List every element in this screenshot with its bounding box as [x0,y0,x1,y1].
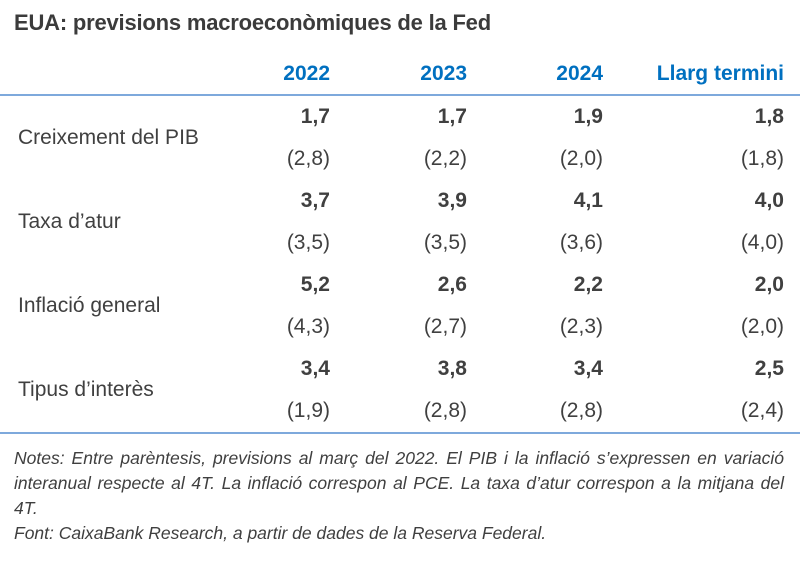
previous-forecast-value: (2,7) [423,315,467,338]
table-row: Taxa d’atur 3,7 (3,5) 3,9 (3,5) 4,1 (3,6) 4,0 (4… [14,180,784,264]
value-cell: 2,6 (2,7) [330,264,467,348]
value-cell: 2,2 (2,3) [467,264,603,348]
notes-text: Notes: Entre parèntesis, previsions al m… [14,448,784,518]
header-divider-line [0,94,800,96]
current-forecast-value: 5,2 [300,273,330,296]
column-header-2024: 2024 [556,62,603,85]
value-cell: 3,9 (3,5) [330,180,467,264]
current-forecast-value: 3,4 [300,357,330,380]
current-forecast-value: 1,7 [437,105,467,128]
value-cell: 3,4 (2,8) [467,348,603,432]
previous-forecast-value: (3,5) [423,231,467,254]
footer-divider-line [0,432,800,434]
table-row: Creixement del PIB 1,7 (2,8) 1,7 (2,2) 1,9 (2,… [14,96,784,180]
previous-forecast-value: (2,0) [559,147,603,170]
previous-forecast-value: (3,6) [559,231,603,254]
row-label: Taxa d’atur [18,210,121,233]
value-cell: 1,7 (2,8) [240,96,330,180]
column-header-2023: 2023 [420,62,467,85]
current-forecast-value: 1,8 [754,105,784,128]
table-header-row: 2022 2023 2024 Llarg termini [14,36,784,94]
current-forecast-value: 4,1 [573,189,603,212]
previous-forecast-value: (2,2) [423,147,467,170]
value-cell: 5,2 (4,3) [240,264,330,348]
current-forecast-value: 2,5 [754,357,784,380]
value-cell: 3,8 (2,8) [330,348,467,432]
value-cell: 2,5 (2,4) [603,348,784,432]
previous-forecast-value: (2,8) [559,399,603,422]
current-forecast-value: 1,7 [300,105,330,128]
value-cell: 1,9 (2,0) [467,96,603,180]
current-forecast-value: 2,6 [437,273,467,296]
current-forecast-value: 2,2 [573,273,603,296]
column-header-2022: 2022 [283,62,330,85]
current-forecast-value: 1,9 [573,105,603,128]
current-forecast-value: 4,0 [754,189,784,212]
table-body: Creixement del PIB 1,7 (2,8) 1,7 (2,2) 1,9 (2,… [14,96,784,432]
value-cell: 3,4 (1,9) [240,348,330,432]
source-text: Font: CaixaBank Research, a partir de da… [14,523,547,543]
row-label: Tipus d’interès [18,378,154,401]
current-forecast-value: 3,7 [300,189,330,212]
previous-forecast-value: (1,8) [740,147,784,170]
previous-forecast-value: (4,0) [740,231,784,254]
figure-title: EUA: previsions macroeconòmiques de la F… [14,10,491,35]
column-header-long-term: Llarg termini [656,62,784,85]
row-label: Inflació general [18,294,161,317]
previous-forecast-value: (2,8) [286,147,330,170]
previous-forecast-value: (4,3) [286,315,330,338]
value-cell: 4,1 (3,6) [467,180,603,264]
previous-forecast-value: (2,4) [740,399,784,422]
value-cell: 4,0 (4,0) [603,180,784,264]
table-row: Tipus d’interès 3,4 (1,9) 3,8 (2,8) 3,4 (2,8) 2… [14,348,784,432]
value-cell: 1,8 (1,8) [603,96,784,180]
row-label: Creixement del PIB [18,126,199,149]
previous-forecast-value: (2,0) [740,315,784,338]
value-cell: 3,7 (3,5) [240,180,330,264]
previous-forecast-value: (1,9) [286,399,330,422]
current-forecast-value: 2,0 [754,273,784,296]
current-forecast-value: 3,4 [573,357,603,380]
value-cell: 2,0 (2,0) [603,264,784,348]
previous-forecast-value: (2,3) [559,315,603,338]
previous-forecast-value: (3,5) [286,231,330,254]
previous-forecast-value: (2,8) [423,399,467,422]
current-forecast-value: 3,8 [437,357,467,380]
table-row: Inflació general 5,2 (4,3) 2,6 (2,7) 2,2 (2,3)… [14,264,784,348]
value-cell: 1,7 (2,2) [330,96,467,180]
current-forecast-value: 3,9 [437,189,467,212]
